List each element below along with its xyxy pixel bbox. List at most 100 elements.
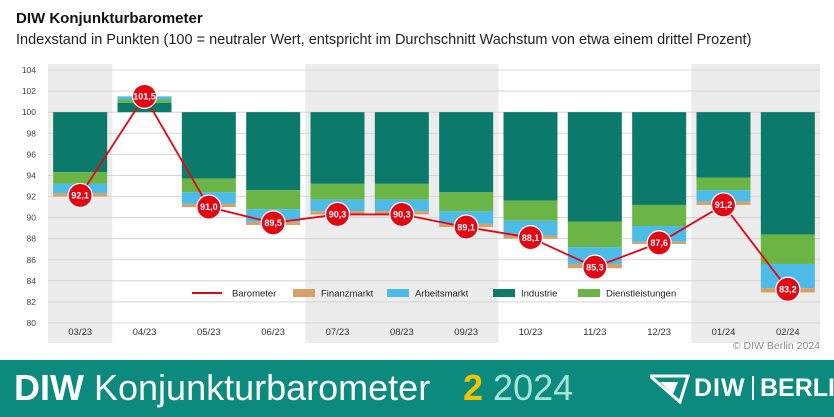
footer-brand: DIW Konjunkturbarometer <box>14 368 430 408</box>
bar-segment-industrie <box>696 112 751 178</box>
legend-label: Barometer <box>232 289 276 300</box>
issue-year: 2024 <box>493 367 574 408</box>
chart-subtitle: Indexstand in Punkten (100 = neutraler W… <box>16 32 752 48</box>
barometer-point <box>517 225 544 251</box>
legend-swatch-dienstleistungen <box>578 289 600 297</box>
legend: Barometer Finanzmarkt Arbeitsmarkt Industri… <box>192 289 676 300</box>
chart-title: DIW Konjunkturbarometer <box>16 10 203 27</box>
y-tick-label: 94 <box>27 170 37 180</box>
bar-segment-dienstleistungen <box>503 200 558 221</box>
gridlines <box>48 69 820 324</box>
bar-segment-dienstleistungen <box>310 183 365 200</box>
barometer-point <box>453 214 479 240</box>
legend-swatch-industrie <box>493 289 515 297</box>
data-label: 89,1 <box>457 222 475 232</box>
bar-segment-dienstleistungen <box>632 204 687 227</box>
x-tick-label: 12/23 <box>647 327 671 338</box>
data-label: 91,0 <box>200 202 218 212</box>
x-tick-label: 05/23 <box>197 327 221 338</box>
barometer-point <box>775 276 801 302</box>
legend-label: Industrie <box>521 289 557 300</box>
legend-swatch-finanzmarkt <box>293 289 315 297</box>
legend-swatch-arbeitsmarkt <box>387 289 409 297</box>
footer-issue: 2 2024 <box>463 368 573 408</box>
data-label: 91,2 <box>715 200 733 210</box>
y-tick-label: 92 <box>27 192 37 202</box>
diw-berlin-logo: DIW BERLIN <box>650 372 834 406</box>
y-tick-label: 96 <box>27 149 37 159</box>
y-tick-label: 82 <box>27 297 37 307</box>
footer-brand-diw: DIW <box>14 367 84 408</box>
barometer-point <box>196 194 222 220</box>
data-label: 87,6 <box>650 238 668 248</box>
bar-segment-industrie <box>181 112 236 179</box>
x-tick-label: 06/23 <box>261 327 285 338</box>
barometer-point <box>710 192 737 218</box>
copyright-credit: © DIW Berlin 2024 <box>732 340 820 352</box>
barometer-point <box>646 230 672 256</box>
bar-segment-dienstleistungen <box>696 177 751 191</box>
y-tick-label: 84 <box>27 276 37 286</box>
barometer-point <box>324 201 351 228</box>
logo-separator <box>752 376 754 400</box>
bar-segment-industrie <box>760 112 815 235</box>
barometer-point <box>582 254 608 280</box>
y-tick-label: 98 <box>27 128 37 138</box>
diw-logo-mark-icon <box>650 374 690 404</box>
data-label: 85,3 <box>586 262 604 272</box>
data-label: 83,2 <box>779 284 797 294</box>
x-tick-label: 01/24 <box>712 327 736 338</box>
bar-segment-dienstleistungen <box>181 178 236 193</box>
issue-number: 2 <box>463 367 484 408</box>
bar-segment-industrie <box>246 112 301 191</box>
x-tick-label: 08/23 <box>390 327 414 338</box>
y-tick-label: 86 <box>27 255 37 265</box>
logo-diw-text: DIW <box>694 374 746 402</box>
data-label: 89,5 <box>264 218 282 228</box>
barometer-point <box>389 201 415 228</box>
bar-segment-industrie <box>439 112 494 193</box>
x-tick-label: 07/23 <box>326 327 350 338</box>
x-tick-label: 10/23 <box>519 327 543 338</box>
bar-segment-industrie <box>374 112 429 184</box>
y-axis: 80 82 84 86 88 90 92 94 96 98 100 102 104 <box>22 65 36 328</box>
data-label: 101,5 <box>133 92 156 102</box>
barometer-point <box>260 210 286 236</box>
x-axis: 03/23 04/23 05/23 06/23 07/23 08/23 09/23 10/23… <box>68 327 799 338</box>
bar-segment-dienstleistungen <box>760 234 815 264</box>
data-label: 90,3 <box>393 210 411 220</box>
x-tick-label: 11/23 <box>583 327 606 338</box>
legend-label: Dienstleistungen <box>606 289 676 300</box>
data-label: 92,1 <box>71 191 89 201</box>
bar-segment-dienstleistungen <box>439 192 494 212</box>
x-tick-label: 04/23 <box>133 327 157 338</box>
legend-label: Arbeitsmarkt <box>415 289 469 300</box>
data-label: 88,1 <box>522 233 540 243</box>
footer-brand-name: Konjunkturbarometer <box>94 367 431 408</box>
x-tick-label: 03/23 <box>68 327 92 338</box>
bar-segment-industrie <box>310 112 365 184</box>
bar-segment-dienstleistungen <box>53 172 108 184</box>
y-tick-label: 90 <box>27 213 37 223</box>
bar-segment-industrie <box>632 112 687 205</box>
bar-segment-industrie <box>503 112 558 201</box>
legend-label: Finanzmarkt <box>321 289 374 300</box>
y-tick-label: 104 <box>22 65 36 75</box>
barometer-point <box>131 83 158 109</box>
logo-berlin-text: BERLIN <box>760 374 834 402</box>
barometer-line-group: 92,1 101,5 91,0 89,5 90,3 90,3 89,1 88,1 85,3 87,… <box>67 83 801 302</box>
data-label: 90,3 <box>329 210 347 220</box>
y-tick-label: 102 <box>22 86 36 96</box>
bar-segment-dienstleistungen <box>567 221 622 248</box>
y-tick-label: 80 <box>27 318 37 328</box>
x-tick-label: 02/24 <box>776 327 800 338</box>
bar-segment-industrie <box>53 112 108 173</box>
y-tick-label: 100 <box>22 107 36 117</box>
footer-banner: DIW Konjunkturbarometer 2 2024 DIW BERLI… <box>0 360 834 417</box>
bar-segment-dienstleistungen <box>374 183 429 200</box>
barometer-point <box>67 182 93 209</box>
y-tick-label: 88 <box>27 234 37 244</box>
x-tick-label: 09/23 <box>454 327 478 338</box>
bar-segment-industrie <box>567 112 622 222</box>
